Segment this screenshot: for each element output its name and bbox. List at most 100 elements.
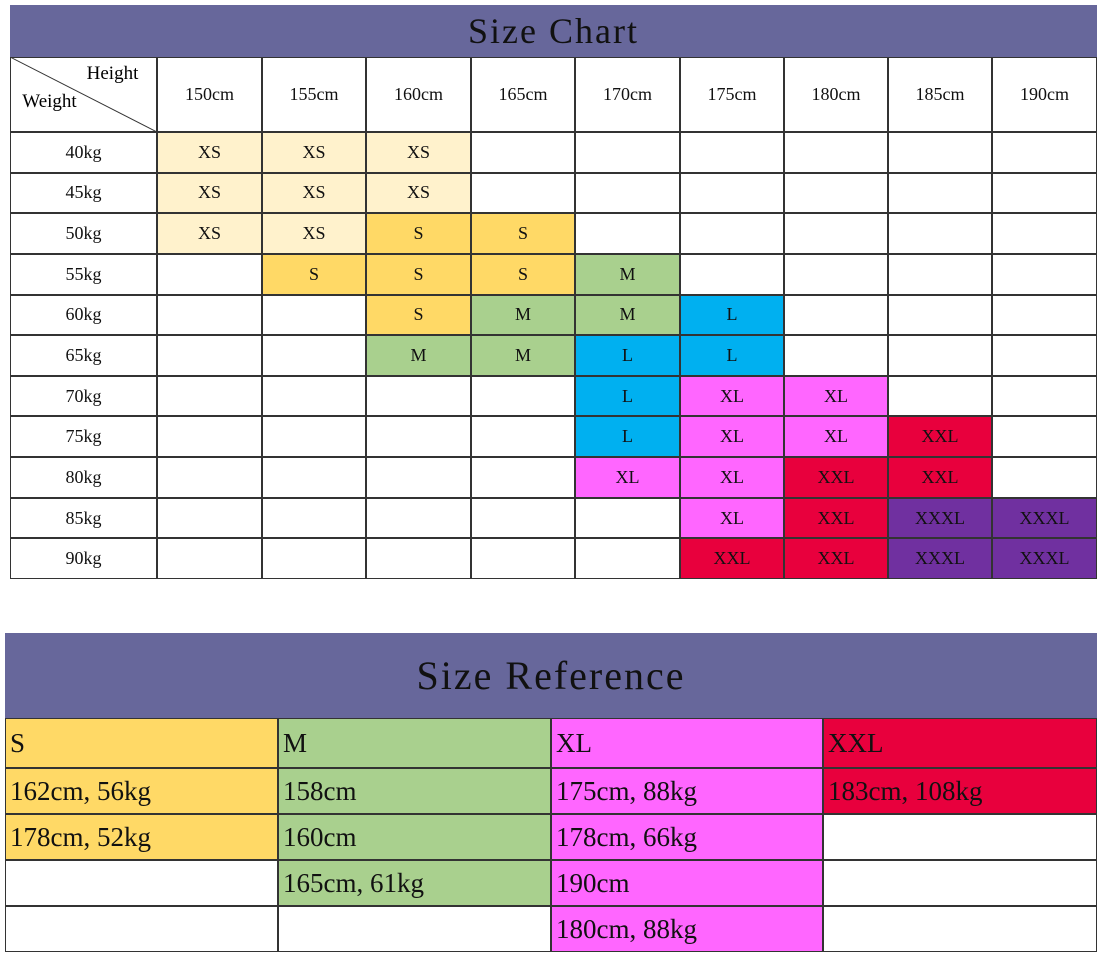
size-cell: [262, 457, 366, 498]
diagonal: [10, 57, 157, 132]
reference-item: 158cm: [278, 768, 551, 814]
reference-item: 165cm, 61kg: [278, 860, 551, 906]
size-cell: S: [471, 253, 575, 295]
size-cell: [992, 294, 1097, 336]
size-cell: L: [680, 294, 784, 336]
size-cell: [784, 294, 888, 336]
size-cell: XXL: [784, 497, 888, 539]
size-cell: [575, 172, 680, 214]
reference-header: M: [278, 718, 551, 768]
weight-label: 70kg: [10, 375, 157, 417]
weight-label: 60kg: [10, 294, 157, 336]
corner-cell: [10, 57, 157, 132]
weight-label: 65kg: [10, 335, 157, 376]
size-cell: M: [471, 294, 575, 336]
reference-item: 190cm: [551, 860, 823, 906]
size-cell: [366, 416, 471, 458]
size-cell: S: [366, 213, 471, 254]
size-cell: [471, 132, 575, 173]
reference-item: 178cm, 52kg: [5, 814, 278, 860]
size-cell: [157, 253, 262, 295]
height-header: 190cm: [992, 57, 1097, 132]
height-header: 170cm: [575, 57, 680, 132]
size-cell: [784, 172, 888, 214]
corner-bottom: Weight: [22, 91, 77, 112]
size-cell: XL: [784, 416, 888, 458]
size-cell: [888, 132, 992, 173]
size-cell: [784, 253, 888, 295]
size-cell: [992, 457, 1097, 498]
size-cell: [366, 538, 471, 579]
reference-item: [823, 814, 1097, 860]
size-cell: [471, 416, 575, 458]
size-cell: XXXL: [992, 497, 1097, 539]
size-cell: XL: [680, 375, 784, 417]
weight-label: 55kg: [10, 253, 157, 295]
reference-item: [278, 906, 551, 952]
reference-item: [5, 906, 278, 952]
height-header: 175cm: [680, 57, 784, 132]
size-cell: [680, 172, 784, 214]
size-cell: [262, 335, 366, 376]
height-header: 180cm: [784, 57, 888, 132]
size-cell: XXXL: [888, 538, 992, 579]
chart-title: Size Chart: [10, 5, 1097, 57]
size-cell: M: [366, 335, 471, 376]
size-cell: [157, 497, 262, 539]
size-cell: [157, 457, 262, 498]
size-cell: [680, 213, 784, 254]
reference-title: Size Reference: [5, 633, 1097, 718]
size-cell: XL: [680, 497, 784, 539]
height-header: 160cm: [366, 57, 471, 132]
size-cell: L: [575, 335, 680, 376]
size-cell: [366, 497, 471, 539]
size-cell: XXL: [888, 416, 992, 458]
height-header: 185cm: [888, 57, 992, 132]
size-cell: XL: [575, 457, 680, 498]
size-cell: XS: [157, 132, 262, 173]
size-cell: XL: [680, 457, 784, 498]
height-header: 150cm: [157, 57, 262, 132]
size-cell: S: [366, 253, 471, 295]
size-cell: [262, 294, 366, 336]
size-cell: S: [262, 253, 366, 295]
size-cell: [992, 213, 1097, 254]
size-cell: XL: [784, 375, 888, 417]
size-cell: [471, 172, 575, 214]
size-cell: [157, 294, 262, 336]
size-cell: M: [575, 253, 680, 295]
size-cell: L: [575, 416, 680, 458]
size-cell: S: [471, 213, 575, 254]
size-cell: M: [575, 294, 680, 336]
size-cell: [784, 213, 888, 254]
reference-item: 180cm, 88kg: [551, 906, 823, 952]
weight-label: 90kg: [10, 538, 157, 579]
size-cell: [471, 538, 575, 579]
size-cell: [262, 416, 366, 458]
size-cell: XS: [262, 132, 366, 173]
reference-item: 183cm, 108kg: [823, 768, 1097, 814]
size-cell: M: [471, 335, 575, 376]
reference-item: 175cm, 88kg: [551, 768, 823, 814]
size-cell: [784, 335, 888, 376]
size-cell: [366, 375, 471, 417]
reference-item: [823, 906, 1097, 952]
size-cell: XXL: [784, 457, 888, 498]
size-cell: [992, 253, 1097, 295]
size-cell: [888, 172, 992, 214]
size-cell: [888, 335, 992, 376]
size-cell: [680, 253, 784, 295]
size-cell: [992, 172, 1097, 214]
size-cell: [992, 132, 1097, 173]
size-cell: [575, 213, 680, 254]
reference-item: 160cm: [278, 814, 551, 860]
size-cell: [888, 294, 992, 336]
size-cell: [366, 457, 471, 498]
size-cell: [575, 538, 680, 579]
size-cell: [992, 375, 1097, 417]
size-cell: [784, 132, 888, 173]
size-cell: [575, 132, 680, 173]
size-cell: XL: [680, 416, 784, 458]
size-cell: [992, 335, 1097, 376]
